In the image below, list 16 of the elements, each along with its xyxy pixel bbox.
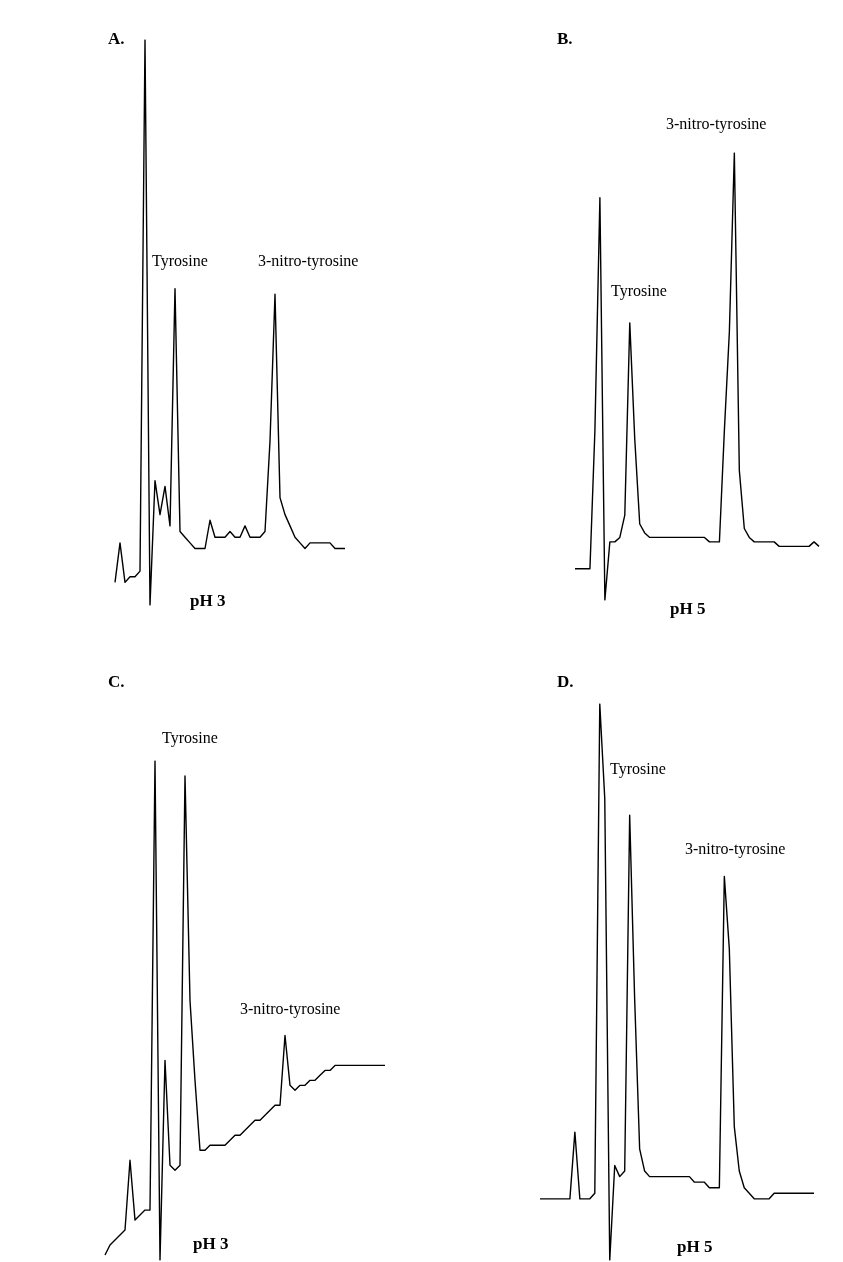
x-axis-title: pH 5: [677, 1237, 713, 1256]
annotation: 3-nitro-tyrosine: [685, 839, 786, 858]
x-axis-title: pH 5: [670, 599, 706, 618]
x-axis-title: pH 3: [190, 591, 226, 610]
text: 3-nitro-tyrosine: [666, 114, 767, 133]
chart-title: D.: [557, 672, 574, 691]
chart-title: B.: [557, 29, 573, 48]
annotation: 3-nitro-tyrosine: [258, 251, 359, 270]
annotation: Tyrosine: [152, 251, 208, 270]
chart-title: C.: [108, 672, 125, 691]
annotation: 3-nitro-tyrosine: [240, 999, 341, 1018]
annotation: Tyrosine: [610, 759, 666, 778]
text: Tyrosine: [162, 728, 218, 747]
annotation: Tyrosine: [611, 281, 667, 300]
chart-title: A.: [108, 29, 125, 48]
x-axis-title: pH 3: [193, 1234, 229, 1253]
